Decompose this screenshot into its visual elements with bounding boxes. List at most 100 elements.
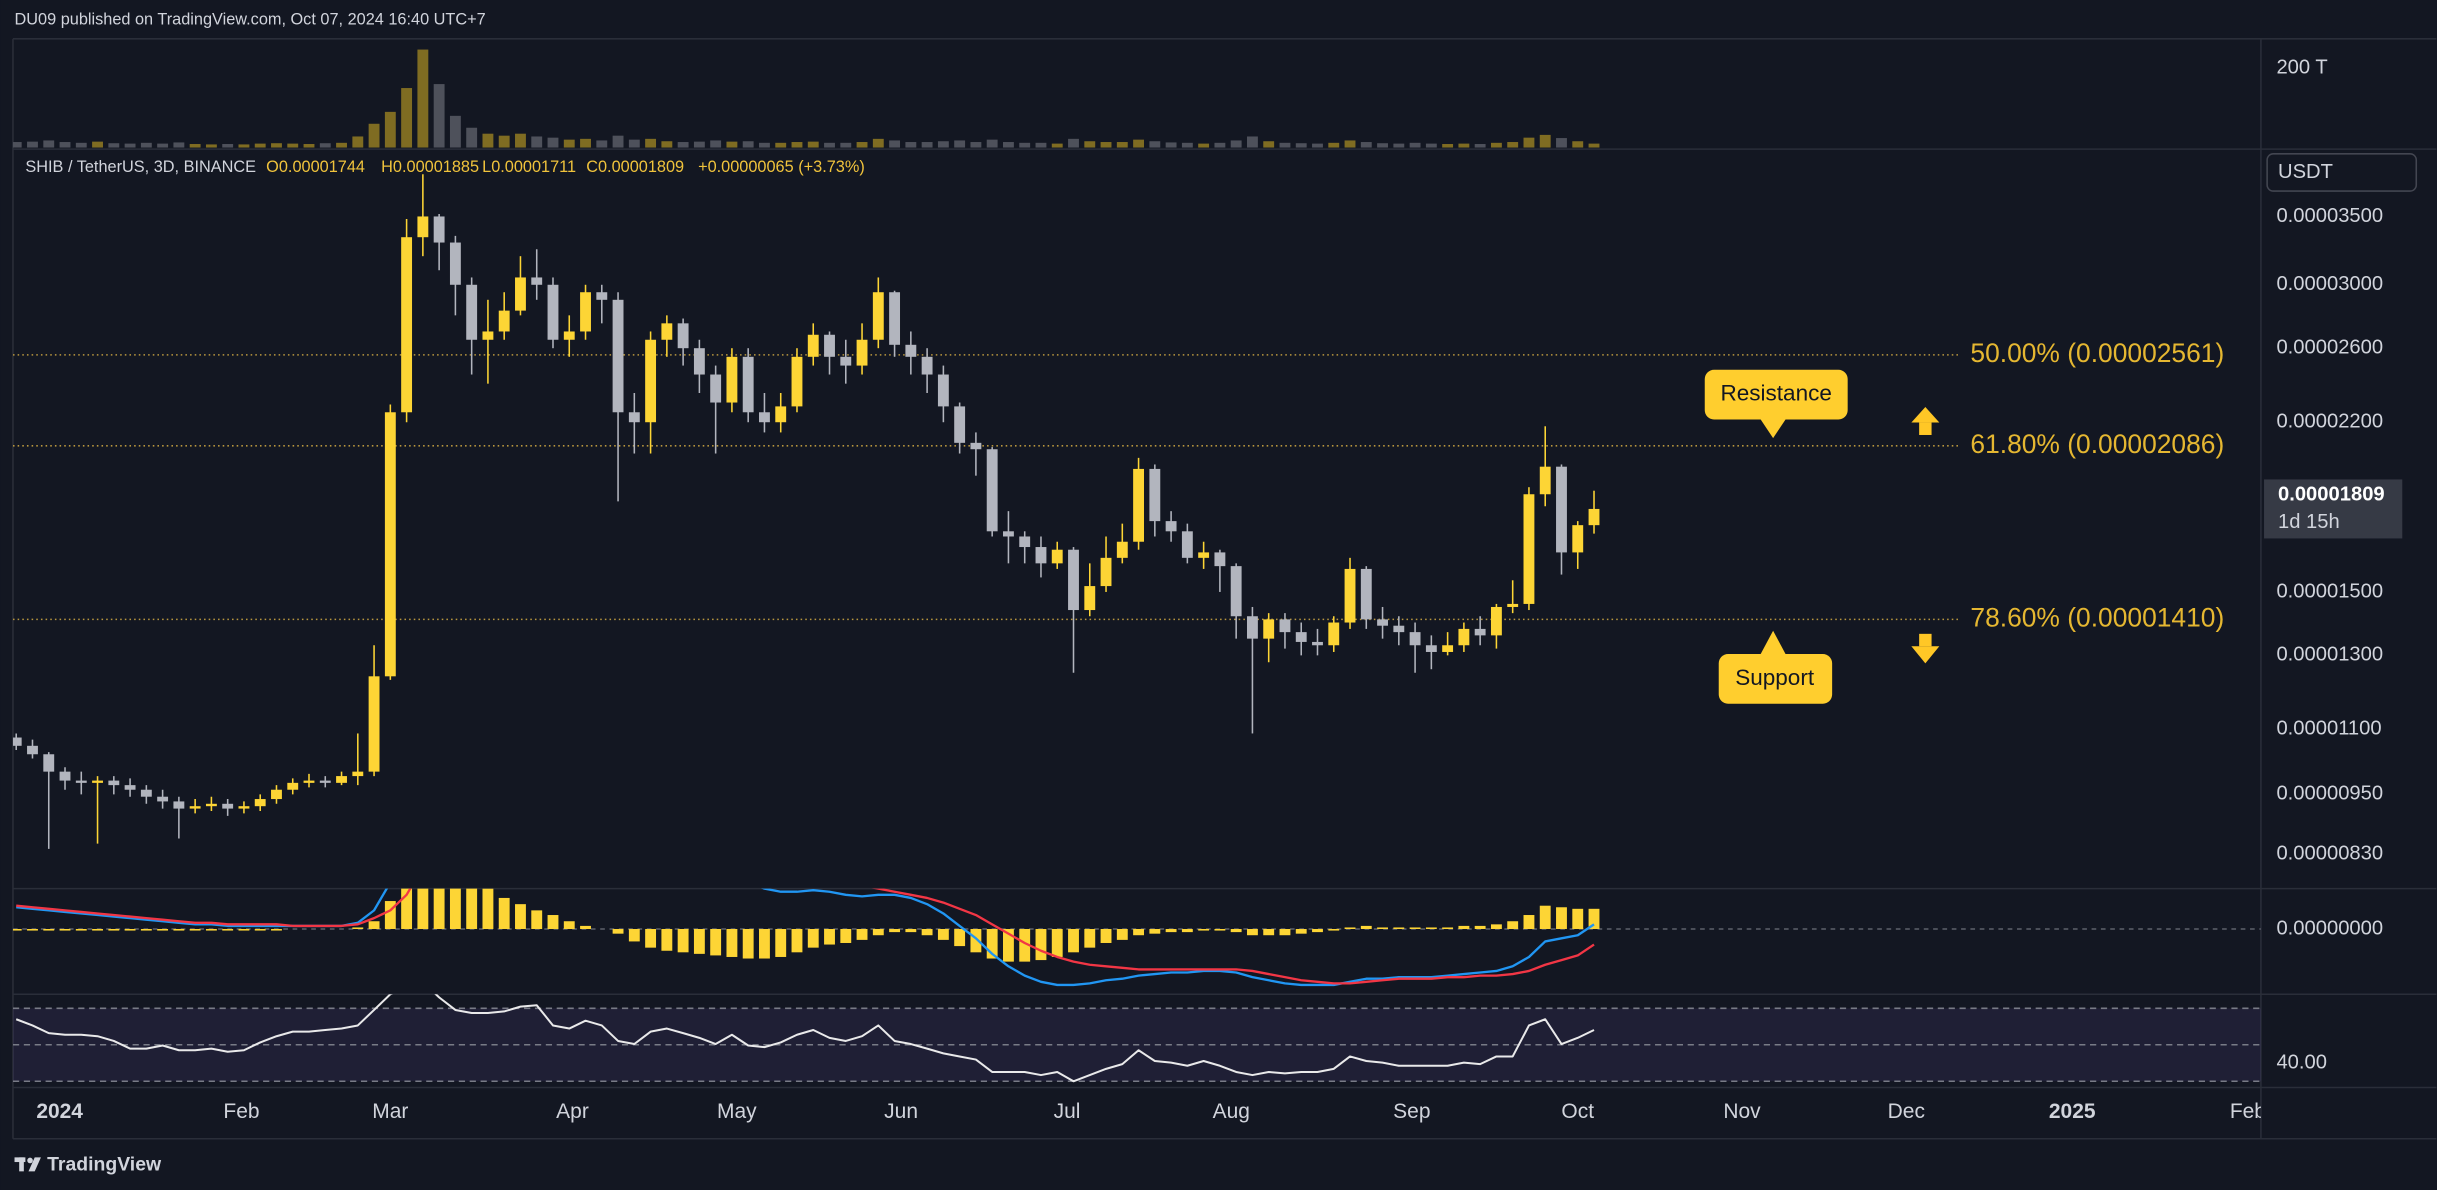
volume-bar bbox=[515, 133, 526, 148]
volume-bar bbox=[449, 115, 461, 148]
macd-histogram-bar bbox=[1588, 908, 1600, 930]
candle-body bbox=[75, 780, 87, 783]
volume-bar bbox=[352, 136, 364, 148]
candle-body bbox=[645, 339, 657, 423]
fib-label: 61.80% (0.00002086) bbox=[1970, 429, 2224, 459]
volume-bar bbox=[1572, 141, 1584, 148]
candle-body bbox=[824, 334, 835, 357]
volume-bar bbox=[287, 143, 299, 148]
logo-part bbox=[19, 1157, 24, 1172]
callout-label: Resistance bbox=[1721, 381, 1832, 406]
x-tick-label: Dec bbox=[1888, 1100, 1925, 1123]
macd-histogram-bar bbox=[775, 929, 787, 957]
legend-symbol: SHIB / TetherUS, 3D, BINANCE bbox=[25, 158, 256, 176]
macd-histogram-bar bbox=[1051, 929, 1063, 957]
macd-histogram-bar bbox=[1328, 929, 1340, 931]
candle-body bbox=[27, 745, 38, 755]
candle-body bbox=[205, 803, 217, 807]
macd-histogram-bar bbox=[547, 915, 559, 930]
macd-histogram-bar bbox=[108, 929, 120, 931]
last-price-box bbox=[2264, 479, 2403, 539]
macd-histogram-bar bbox=[157, 929, 169, 931]
candle-body bbox=[303, 780, 315, 783]
candle-body bbox=[612, 299, 624, 413]
macd-histogram-bar bbox=[1409, 927, 1421, 930]
y-tick-label: 0.00000830 bbox=[2276, 843, 2383, 865]
macd-histogram-bar bbox=[222, 929, 234, 931]
candle-body bbox=[547, 284, 559, 340]
arrow-head bbox=[1911, 407, 1940, 423]
volume-bar bbox=[628, 139, 640, 148]
arrow-stem bbox=[1919, 422, 1932, 435]
macd-histogram-bar bbox=[1246, 929, 1258, 936]
candle-body bbox=[271, 789, 282, 800]
macd-histogram-bar bbox=[986, 929, 998, 959]
volume-bar bbox=[1377, 143, 1388, 148]
candle-body bbox=[1425, 645, 1437, 652]
x-tick-label: Jun bbox=[884, 1100, 918, 1123]
macd-histogram-bar bbox=[466, 888, 478, 930]
macd-histogram-bar bbox=[1295, 929, 1307, 934]
y-tick-label: 0.00003000 bbox=[2276, 273, 2383, 295]
volume-bar bbox=[1003, 142, 1014, 148]
candle-body bbox=[173, 801, 185, 809]
candle-body bbox=[807, 334, 819, 357]
candle-body bbox=[1230, 566, 1242, 617]
volume-bar bbox=[759, 142, 770, 148]
candle-body bbox=[1165, 521, 1177, 532]
candle-body bbox=[1474, 628, 1486, 636]
candle-body bbox=[1149, 468, 1161, 522]
volume-bar bbox=[108, 143, 120, 148]
volume-bar bbox=[1523, 137, 1535, 148]
candle-body bbox=[775, 406, 787, 423]
candle-body bbox=[1539, 466, 1551, 495]
volume-bar bbox=[580, 138, 591, 148]
legend-value: 0.00001711 bbox=[491, 158, 576, 176]
volume-bar bbox=[1133, 139, 1145, 148]
fib-label: 78.60% (0.00001410) bbox=[1970, 602, 2224, 632]
macd-histogram-bar bbox=[1442, 927, 1454, 930]
volume-bar bbox=[336, 142, 347, 148]
macd-histogram-bar bbox=[612, 929, 624, 934]
currency-box[interactable] bbox=[2266, 153, 2418, 192]
fib-label: 50.00% (0.00002561) bbox=[1970, 338, 2224, 368]
candle-body bbox=[1507, 603, 1519, 607]
volume-bar bbox=[401, 88, 413, 148]
macd-histogram-bar bbox=[1490, 924, 1502, 930]
macd-histogram-bar bbox=[645, 929, 657, 948]
macd-histogram-bar bbox=[1344, 927, 1356, 930]
candle-body bbox=[254, 799, 266, 807]
candle-body bbox=[1051, 549, 1063, 564]
legend-change: +0.00000065 (+3.73%) bbox=[698, 158, 865, 176]
macd-histogram-bar bbox=[628, 929, 640, 942]
macd-histogram-bar bbox=[1572, 908, 1584, 930]
rsi-pane bbox=[12, 994, 2261, 1083]
candle-body bbox=[1312, 641, 1323, 646]
candle-body bbox=[1458, 628, 1470, 646]
macd-histogram-bar bbox=[238, 929, 250, 931]
volume-bar bbox=[872, 138, 884, 148]
price-pane: 50.00% (0.00002561) 61.80% (0.00002086) 78… bbox=[12, 174, 2224, 849]
volume-bar bbox=[368, 123, 380, 148]
macd-histogram-bar bbox=[124, 929, 136, 931]
macd-histogram-bar bbox=[1474, 925, 1486, 930]
candle-body bbox=[840, 356, 852, 366]
candle-body bbox=[1409, 632, 1421, 646]
macd-histogram-bar bbox=[1230, 929, 1242, 933]
macd-histogram-bar bbox=[937, 929, 949, 940]
macd-histogram-bar bbox=[1425, 927, 1437, 930]
macd-histogram-bar bbox=[742, 929, 754, 959]
candle-body bbox=[889, 292, 901, 345]
candle-body bbox=[433, 216, 445, 243]
footer-brand: TradingView bbox=[47, 1153, 162, 1175]
macd-histogram-bar bbox=[921, 929, 933, 936]
volume-bar bbox=[27, 141, 38, 148]
macd-histogram-bar bbox=[1084, 929, 1096, 948]
candle-body bbox=[1100, 557, 1112, 587]
candle-body bbox=[1068, 549, 1079, 611]
candle-body bbox=[124, 785, 136, 790]
volume-bar bbox=[1344, 140, 1356, 148]
macd-histogram-bar bbox=[12, 929, 22, 931]
